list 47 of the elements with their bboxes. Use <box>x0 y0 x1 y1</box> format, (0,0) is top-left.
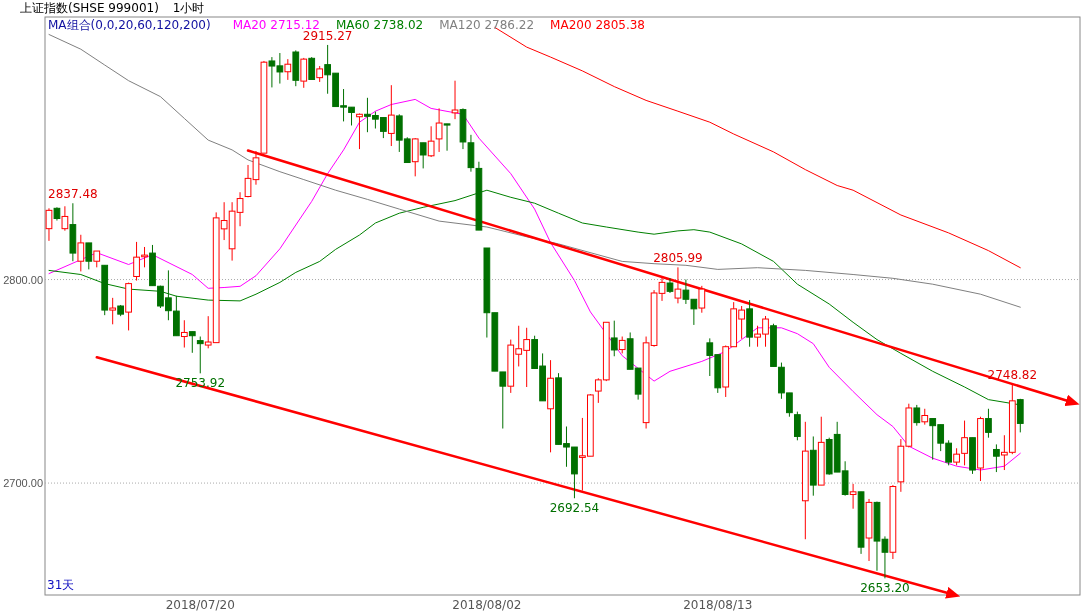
candlestick <box>698 285 706 314</box>
candlestick <box>196 336 204 374</box>
candlestick <box>356 112 363 150</box>
candlestick <box>993 443 1000 473</box>
candlestick <box>133 241 140 282</box>
candlestick <box>1016 398 1024 433</box>
candlestick <box>443 123 451 152</box>
candlestick <box>77 234 85 272</box>
chart-subtitle: 1小时 <box>172 1 205 15</box>
annotation: 2805.99 <box>653 251 703 266</box>
candlestick <box>300 57 308 89</box>
annotation: 2837.48 <box>48 187 98 202</box>
candlestick <box>308 56 316 80</box>
series-label: MA200 2805.38 <box>550 18 645 32</box>
candlestick <box>141 246 148 268</box>
candlestick <box>45 207 53 242</box>
candlestick <box>435 107 443 153</box>
candlestick <box>794 411 801 441</box>
candlestick <box>985 408 992 439</box>
y-tick-label: 2700.00 <box>3 477 43 490</box>
candlestick <box>913 404 921 427</box>
candlestick <box>419 142 427 169</box>
candlestick <box>674 266 682 304</box>
annotation: 2692.54 <box>549 501 600 516</box>
candlestick <box>961 420 968 466</box>
x-tick-label: 2018/08/02 <box>452 598 522 612</box>
annotation: 2748.82 <box>987 367 1038 382</box>
text: MA120 2786.22 <box>439 18 535 32</box>
candlestick <box>188 331 196 354</box>
candlestick <box>109 297 117 325</box>
x-tick-label: 2018/07/20 <box>165 598 235 612</box>
annotation: 2653.20 <box>860 581 910 596</box>
candlestick <box>85 242 93 270</box>
candlestick <box>451 80 459 120</box>
y-tick-label: 2800.00 <box>3 273 43 286</box>
candlestick <box>849 483 857 510</box>
candlestick <box>284 58 292 81</box>
candlestick <box>411 137 419 177</box>
x-tick-label: 2018/08/13 <box>683 598 753 612</box>
legend-title: MA组合(0,0,20,60,120,200) <box>48 18 211 32</box>
candlestick <box>61 205 69 232</box>
candlestick <box>427 125 435 158</box>
candlestick <box>387 84 395 147</box>
annotation: 31天 <box>47 578 75 592</box>
candlestick <box>610 320 618 357</box>
chart-title: 上证指数(SHSE 999001) <box>20 1 159 15</box>
candlestick <box>180 319 188 349</box>
